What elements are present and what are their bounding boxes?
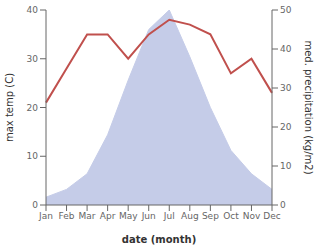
svg-text:20: 20 — [27, 103, 39, 113]
svg-text:30: 30 — [27, 54, 39, 64]
svg-text:May: May — [119, 211, 138, 221]
svg-text:Mar: Mar — [79, 211, 96, 221]
svg-text:Nov: Nov — [243, 211, 261, 221]
svg-text:med. precipitation (kg/m2): med. precipitation (kg/m2) — [303, 40, 310, 174]
svg-text:Feb: Feb — [59, 211, 75, 221]
svg-text:10: 10 — [280, 161, 292, 171]
svg-text:Jan: Jan — [38, 211, 53, 221]
svg-text:Sep: Sep — [202, 211, 219, 221]
svg-text:30: 30 — [280, 83, 292, 93]
svg-text:0: 0 — [280, 200, 286, 210]
svg-text:max temp (C): max temp (C) — [8, 73, 15, 142]
svg-text:20: 20 — [280, 122, 292, 132]
svg-text:50: 50 — [280, 5, 292, 15]
svg-text:Apr: Apr — [100, 211, 116, 221]
svg-text:40: 40 — [27, 5, 39, 15]
svg-text:0: 0 — [32, 200, 38, 210]
svg-text:Jun: Jun — [141, 211, 156, 221]
svg-text:date (month): date (month) — [122, 234, 196, 245]
svg-text:Oct: Oct — [223, 211, 239, 221]
svg-text:Dec: Dec — [263, 211, 280, 221]
svg-text:Aug: Aug — [181, 211, 199, 221]
svg-text:Jul: Jul — [163, 211, 175, 221]
svg-text:40: 40 — [280, 44, 292, 54]
svg-text:10: 10 — [27, 151, 39, 161]
